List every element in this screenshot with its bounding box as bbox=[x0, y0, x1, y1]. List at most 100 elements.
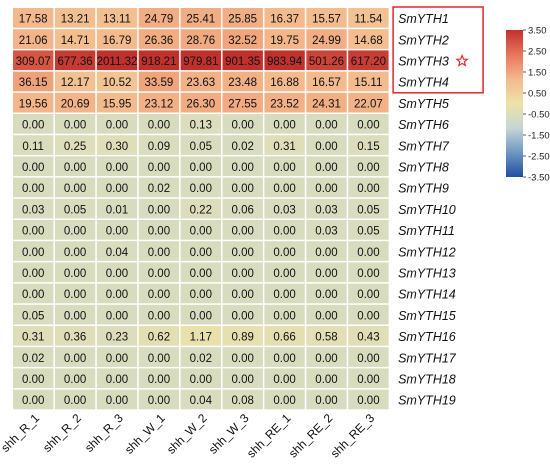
column-label: shh_R_3 bbox=[82, 411, 126, 455]
heatmap-cell bbox=[180, 29, 221, 49]
heatmap-cell bbox=[222, 198, 263, 219]
heatmap-cell bbox=[348, 389, 389, 410]
legend-tick-label: 0.50 bbox=[528, 89, 547, 100]
cell-value: 0.00 bbox=[190, 247, 212, 259]
cell-value: 0.00 bbox=[315, 247, 337, 259]
cell-value: 0.00 bbox=[148, 120, 170, 132]
heatmap-cell bbox=[180, 50, 221, 71]
cell-value: 25.41 bbox=[186, 14, 215, 26]
heatmap-cell bbox=[306, 198, 347, 219]
cell-value: 0.00 bbox=[232, 268, 254, 280]
heatmap-cell bbox=[264, 389, 305, 410]
cell-value: 0.00 bbox=[64, 162, 86, 174]
highlight-box bbox=[392, 6, 484, 94]
heatmap-cell bbox=[306, 389, 347, 410]
row-label: SmYTH13 bbox=[398, 267, 456, 281]
heatmap-cell bbox=[54, 389, 96, 410]
heatmap-cell bbox=[222, 368, 263, 389]
cell-value: 12.17 bbox=[61, 77, 90, 89]
cell-value: 501.26 bbox=[309, 56, 344, 68]
cell-value: 0.04 bbox=[190, 395, 213, 407]
cell-value: 0.02 bbox=[148, 183, 170, 195]
heatmap-cell bbox=[180, 71, 221, 92]
column-label: shh_RE_3 bbox=[328, 411, 378, 459]
heatmap-cell bbox=[96, 8, 138, 28]
cell-value: 0.15 bbox=[357, 141, 379, 153]
heatmap-cell bbox=[348, 114, 389, 134]
cell-value: 0.31 bbox=[22, 332, 44, 344]
heatmap-cell bbox=[180, 177, 221, 198]
cell-value: 0.00 bbox=[273, 353, 295, 365]
heatmap-cell bbox=[348, 283, 389, 304]
heatmap-cell bbox=[54, 114, 96, 134]
heatmap-cell bbox=[264, 135, 305, 155]
heatmap-cell bbox=[54, 262, 96, 283]
cell-value: 0.00 bbox=[232, 226, 254, 238]
cell-value: 0.00 bbox=[64, 395, 86, 407]
cell-value: 0.03 bbox=[22, 204, 44, 216]
cell-value: 0.00 bbox=[64, 289, 86, 301]
heatmap-cell bbox=[96, 50, 138, 71]
cell-value: 617.20 bbox=[351, 56, 386, 68]
heatmap-cell bbox=[222, 283, 263, 304]
heatmap-cell bbox=[138, 347, 180, 367]
heatmap-cell bbox=[264, 50, 305, 71]
cell-value: 0.00 bbox=[357, 374, 379, 386]
cell-value: 0.02 bbox=[22, 353, 44, 365]
heatmap-cell bbox=[222, 304, 263, 325]
cell-value: 0.00 bbox=[106, 268, 128, 280]
heatmap-cell bbox=[96, 92, 138, 113]
heatmap-cell bbox=[96, 368, 138, 389]
heatmap-cell bbox=[54, 156, 96, 177]
heatmap-row: 0.02 0.00 0.00 0.00 0.02 0.00 0.00 0.00 0.00 bbox=[13, 347, 389, 367]
heatmap-cell bbox=[264, 29, 305, 49]
heatmap-cell bbox=[306, 135, 347, 155]
cell-value: 0.11 bbox=[22, 141, 44, 153]
row-label: SmYTH16 bbox=[398, 330, 456, 344]
heatmap-cell bbox=[264, 262, 305, 283]
cell-value: 677.36 bbox=[58, 56, 93, 68]
cell-value: 23.12 bbox=[145, 98, 174, 110]
heatmap-cell bbox=[96, 114, 138, 134]
cell-value: 0.00 bbox=[273, 247, 295, 259]
cell-value: 16.79 bbox=[103, 35, 132, 47]
heatmap-row: 0.00 0.00 0.04 0.00 0.00 0.00 0.00 0.00 0.00 bbox=[13, 241, 389, 261]
cell-value: 0.06 bbox=[232, 204, 254, 216]
cell-value: 26.30 bbox=[186, 98, 215, 110]
heatmap-cell bbox=[54, 198, 96, 219]
heatmap-cell bbox=[348, 241, 389, 261]
cell-value: 0.00 bbox=[190, 268, 212, 280]
heatmap-cell bbox=[306, 50, 347, 71]
row-label: SmYTH12 bbox=[398, 245, 456, 259]
heatmap-cell bbox=[138, 92, 180, 113]
cell-value: 0.13 bbox=[190, 120, 212, 132]
heatmap-cell bbox=[96, 135, 138, 155]
cell-value: 0.00 bbox=[106, 310, 128, 322]
heatmap-cell bbox=[222, 114, 263, 134]
row-label: SmYTH17 bbox=[398, 351, 457, 365]
heatmap-cell bbox=[180, 241, 221, 261]
cell-value: 0.00 bbox=[232, 310, 254, 322]
heatmap-cell bbox=[13, 326, 54, 346]
column-label: shh_R_2 bbox=[40, 411, 84, 455]
cell-value: 979.81 bbox=[183, 56, 218, 68]
cell-value: 0.00 bbox=[148, 289, 170, 301]
cell-value: 0.00 bbox=[64, 226, 86, 238]
heatmap-cell bbox=[13, 304, 54, 325]
cell-value: 1.17 bbox=[190, 332, 212, 344]
cell-value: 0.00 bbox=[357, 162, 379, 174]
legend-tick-label: -3.50 bbox=[528, 173, 550, 184]
cell-value: 0.00 bbox=[148, 162, 170, 174]
legend-tick-label: 1.50 bbox=[528, 68, 547, 79]
cell-value: 0.00 bbox=[148, 310, 170, 322]
cell-value: 23.63 bbox=[186, 77, 215, 89]
heatmap-cell bbox=[54, 283, 96, 304]
cell-value: 0.00 bbox=[357, 353, 379, 365]
heatmap-cell bbox=[348, 8, 389, 28]
heatmap-cell bbox=[54, 326, 96, 346]
cell-value: 0.00 bbox=[106, 226, 128, 238]
cell-value: 0.00 bbox=[273, 268, 295, 280]
heatmap-cell bbox=[54, 135, 96, 155]
cell-value: 15.11 bbox=[354, 77, 382, 89]
heatmap-cell bbox=[13, 50, 54, 71]
